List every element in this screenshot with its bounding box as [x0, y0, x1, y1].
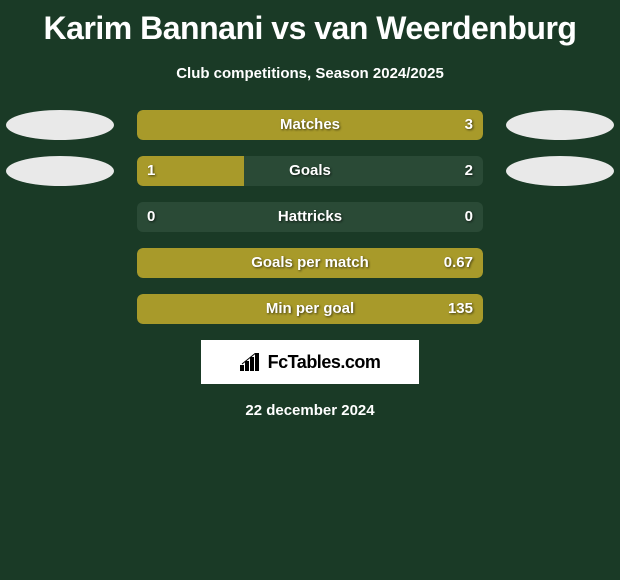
player-oval-right — [506, 156, 614, 186]
subtitle: Club competitions, Season 2024/2025 — [0, 65, 620, 82]
stat-value-right: 0 — [465, 202, 473, 232]
stat-row: 0 0Hattricks — [0, 202, 620, 232]
bar-chart-icon — [240, 353, 262, 371]
stat-value-right: 2 — [465, 156, 473, 186]
stat-bar-track: 3Matches — [137, 110, 483, 140]
stat-bar-fill — [137, 110, 483, 140]
date-text: 22 december 2024 — [0, 402, 620, 419]
brand-logo-box: FcTables.com — [201, 340, 419, 384]
stat-rows: 3Matches 12Goals 0 0Hattricks 0.67Goals per … — [0, 110, 620, 324]
stat-row: 3Matches — [0, 110, 620, 140]
stat-bar-track: 0.67Goals per match — [137, 248, 483, 278]
stat-bar-track: 0 0Hattricks — [137, 202, 483, 232]
stat-bar-fill — [137, 294, 483, 324]
stat-value-left: 0 — [147, 202, 155, 232]
stat-row: 135Min per goal — [0, 294, 620, 324]
stat-bar-track: 12Goals — [137, 156, 483, 186]
brand-text: FcTables.com — [268, 352, 381, 373]
player-oval-left — [6, 110, 114, 140]
stat-bar-fill — [137, 248, 483, 278]
stat-row: 0.67Goals per match — [0, 248, 620, 278]
page-title: Karim Bannani vs van Weerdenburg — [0, 0, 620, 47]
stat-bar-track: 135Min per goal — [137, 294, 483, 324]
stat-label: Hattricks — [137, 202, 483, 232]
stat-row: 12Goals — [0, 156, 620, 186]
stat-bar-fill-left — [137, 156, 244, 186]
player-oval-right — [506, 110, 614, 140]
player-oval-left — [6, 156, 114, 186]
